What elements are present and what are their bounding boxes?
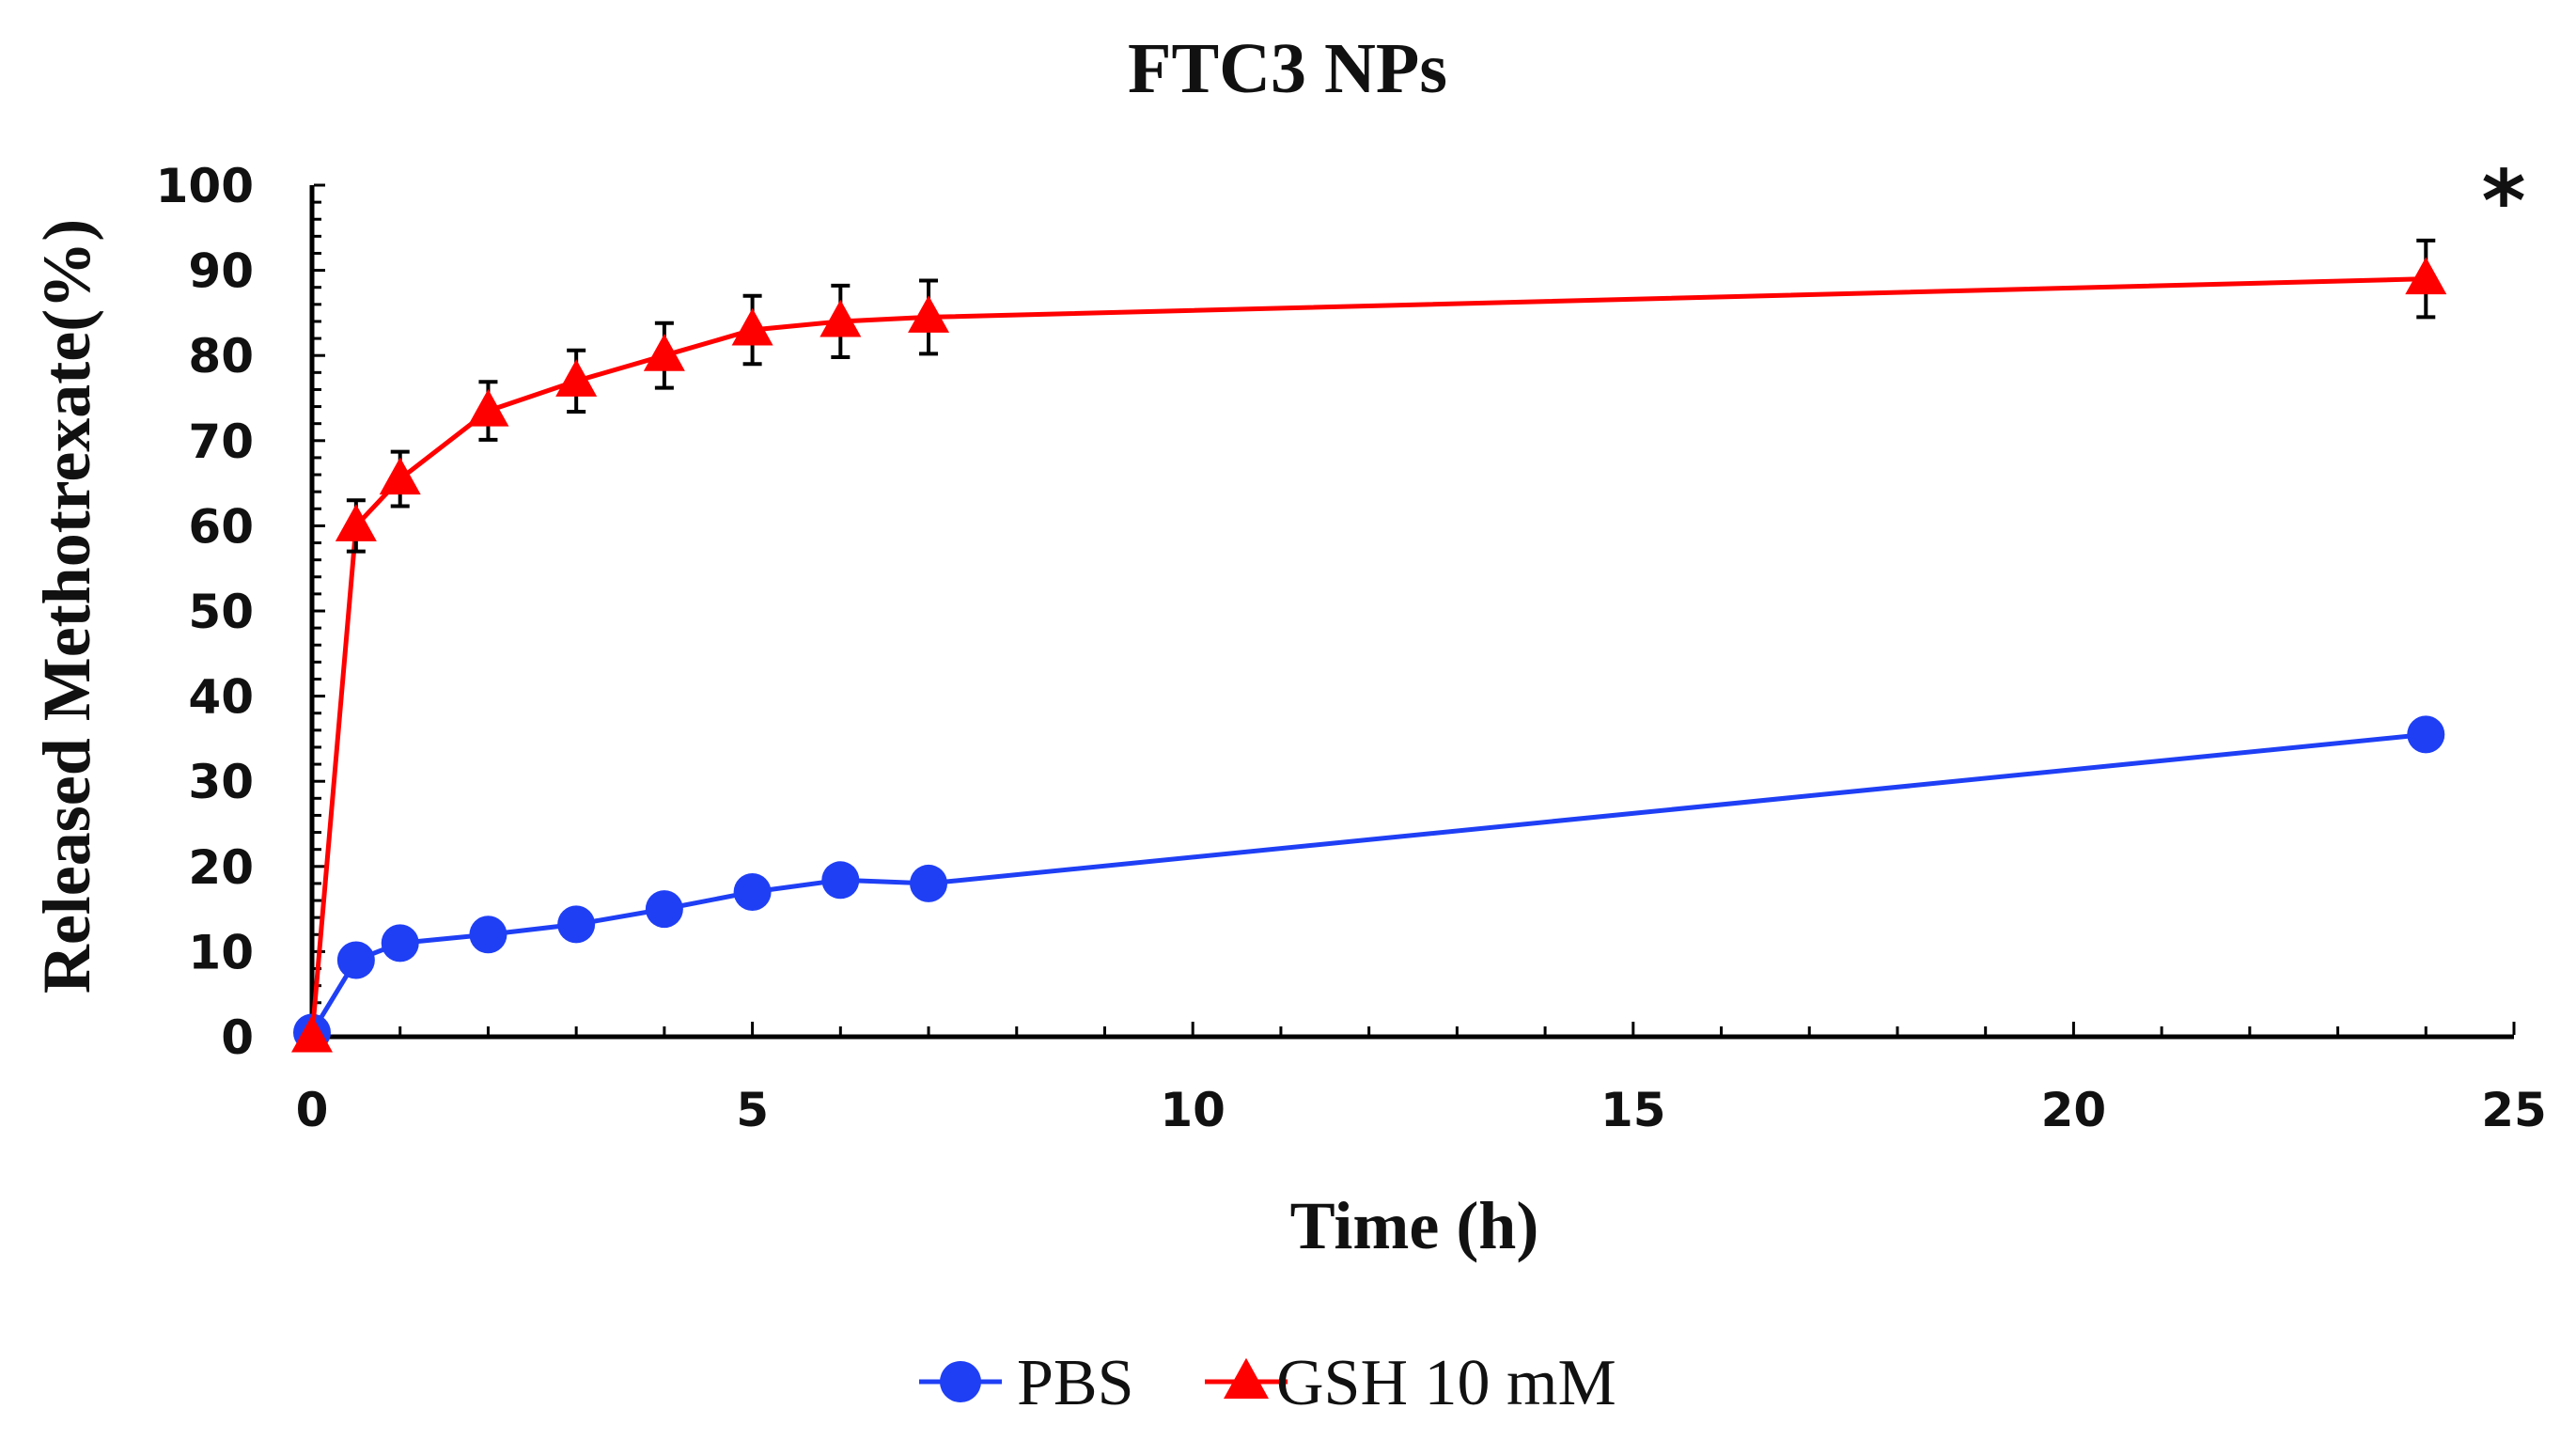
y-tick-label: 80 [188,329,254,383]
data-point-gsh-10-mm [555,359,598,397]
legend: PBS GSH 10 mM [919,1347,1616,1419]
data-point-pbs [381,924,419,963]
y-tick-label: 70 [188,415,254,469]
y-tick-label: 20 [188,840,254,895]
y-tick-label: 10 [188,925,254,979]
x-tick-label: 10 [1160,1083,1226,1137]
y-tick-label: 100 [156,159,254,213]
data-point-gsh-10-mm [335,504,377,541]
data-point-pbs [336,941,375,979]
y-tick-label: 30 [188,755,254,809]
data-point-pbs [910,864,948,902]
legend-label-gsh-10-mm: GSH 10 mM [1276,1347,1616,1419]
data-point-pbs [557,905,596,944]
legend-item-pbs: PBS [919,1347,1134,1419]
y-tick-label: 90 [188,244,254,299]
legend-marker-gsh-10-mm [1224,1357,1269,1399]
data-point-gsh-10-mm [908,295,950,333]
data-point-pbs [733,872,772,911]
data-point-pbs [469,916,507,954]
chart-title: FTC3 NPs [1128,29,1447,108]
data-point-pbs [645,890,683,929]
legend-label-pbs: PBS [1017,1347,1134,1419]
series-pbs [293,715,2445,1052]
data-point-gsh-10-mm [820,299,862,337]
legend-marker-pbs [940,1361,981,1402]
x-tick-label: 0 [296,1083,329,1137]
data-point-gsh-10-mm [379,457,421,495]
data-point-gsh-10-mm [731,307,773,346]
y-axis-label: Released Methotrexate(%) [29,219,104,994]
tick-labels: 0 10 20 30 40 50 60 70 80 90 100 0 5 10 15 20 25 [156,159,2547,1137]
series-layer [291,238,2447,1053]
x-axis-label: Time (h) [1290,1188,1539,1263]
x-tick-label: 15 [1600,1083,1666,1137]
y-tick-label: 0 [221,1010,254,1065]
y-tick-label: 40 [188,670,254,725]
significance-asterisk: * [2481,152,2525,251]
data-point-pbs [821,861,860,900]
series-gsh-10-mm [291,238,2447,1053]
data-point-gsh-10-mm [291,1014,333,1053]
legend-item-gsh-10-mm: GSH 10 mM [1205,1347,1616,1419]
y-tick-label: 50 [188,585,254,639]
data-point-gsh-10-mm [643,334,685,371]
data-point-gsh-10-mm [2405,257,2447,295]
y-tick-label: 60 [188,499,254,554]
axes [309,183,2516,1040]
x-tick-label: 5 [736,1083,769,1137]
data-point-gsh-10-mm [467,388,509,427]
x-tick-label: 20 [2041,1083,2107,1137]
x-tick-label: 25 [2481,1083,2547,1137]
series-line-pbs [309,731,2427,1034]
series-line-gsh-10-mm [309,276,2427,1038]
data-point-pbs [2407,715,2445,754]
